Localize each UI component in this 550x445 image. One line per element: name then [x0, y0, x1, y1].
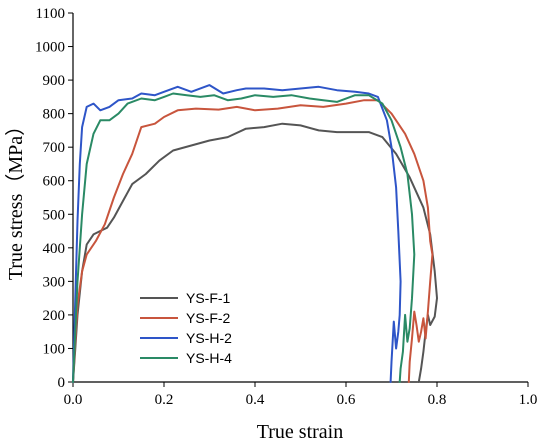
legend-label: YS-H-2: [186, 330, 232, 346]
series-line-ys-f-2: [72, 99, 434, 383]
y-tick-label: 900: [43, 73, 66, 89]
series-line-ys-h-2: [72, 84, 402, 383]
y-tick-label: 400: [43, 241, 66, 257]
y-tick-label: 800: [43, 107, 66, 123]
y-tick-label: 600: [43, 174, 66, 190]
legend-label: YS-H-4: [186, 350, 232, 366]
y-tick-label: 500: [43, 207, 66, 223]
y-axis-title: True stress（MPa）: [4, 116, 27, 280]
y-ticks: 0 100 200 300 400 500 600 700 800 900 1000 1100: [35, 6, 73, 391]
x-axis-title: True strain: [257, 421, 343, 443]
x-tick-label: 0.2: [155, 392, 174, 408]
x-tick-label: 0.8: [428, 392, 447, 408]
legend-label: YS-F-1: [186, 290, 231, 306]
y-tick-label: 300: [43, 274, 66, 290]
legend: YS-F-1 YS-F-2 YS-H-2 YS-H-4: [140, 290, 232, 366]
x-ticks: 0.0 0.2 0.4 0.6 0.8 1.0: [64, 382, 538, 408]
y-tick-label: 0: [58, 375, 66, 391]
y-tick-label: 1100: [36, 6, 65, 22]
x-tick-label: 0.4: [246, 392, 265, 408]
x-tick-label: 0.6: [337, 392, 356, 408]
series-line-ys-h-4: [72, 92, 416, 383]
x-tick-label: 0.0: [64, 392, 83, 408]
axes: [72, 13, 528, 383]
series-group: [72, 84, 438, 383]
y-tick-label: 700: [43, 140, 66, 156]
y-tick-label: 100: [43, 341, 66, 357]
x-tick-label: 1.0: [519, 392, 538, 408]
y-tick-label: 200: [43, 308, 66, 324]
y-tick-label: 1000: [35, 40, 65, 56]
legend-label: YS-F-2: [186, 310, 231, 326]
